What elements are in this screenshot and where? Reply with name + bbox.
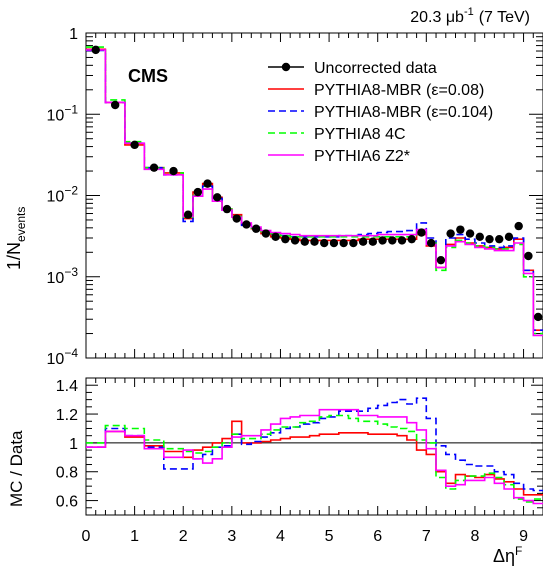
x-axis-label-sup: F [515, 544, 522, 558]
top-y-axis-label: 1/Nevents [4, 207, 28, 270]
legend-label: PYTHIA8-MBR (ε=0.08) [314, 82, 484, 99]
energy-label: (7 TeV) [479, 9, 530, 26]
data-point [149, 163, 159, 172]
x-tick-label: 4 [276, 528, 285, 545]
top-y-tick-label: 10−2 [47, 184, 79, 206]
data-point [242, 220, 251, 229]
data-point [524, 251, 533, 261]
data-point [378, 236, 387, 245]
data-point [261, 229, 271, 238]
data-point [130, 140, 139, 150]
data-point [465, 229, 475, 238]
x-axis-label: ΔηF [493, 544, 522, 566]
data-point [213, 193, 222, 202]
x-axis-label-main: Δη [493, 546, 515, 566]
data-point [91, 45, 100, 55]
data-point [232, 214, 241, 223]
x-tick-label: 6 [373, 528, 382, 545]
data-point [485, 234, 494, 244]
data-point [290, 236, 300, 245]
data-point [417, 228, 426, 237]
data-point [110, 100, 120, 110]
data-point [446, 229, 455, 238]
bottom-series-pythia6-z2 [86, 408, 543, 505]
bottom-series-pythia8-4c [86, 414, 543, 503]
data-point [320, 238, 329, 248]
data-point [514, 221, 523, 231]
top-series-pythia6-z2 [86, 49, 543, 337]
x-tick-label: 7 [422, 528, 431, 545]
legend-label: PYTHIA8-MBR (ε=0.104) [314, 104, 493, 121]
data-point [475, 232, 484, 242]
luminosity-exponent: -1 [464, 6, 474, 18]
x-tick-label: 3 [227, 528, 236, 545]
bottom-y-tick-label: 0.8 [56, 465, 78, 482]
legend-marker [281, 62, 291, 72]
data-point [183, 210, 193, 219]
x-tick-label: 9 [519, 528, 528, 545]
luminosity-value: 20.3 μb [410, 9, 464, 26]
data-point [533, 312, 543, 322]
bottom-y-tick-label: 1.2 [56, 407, 78, 424]
top-y-axis-label-main: 1/N [4, 242, 24, 270]
bottom-panel: 0 1 2 3 4 5 6 7 8 9 0.6 0.8 1 1.2 1.4 MC / Data ΔηF [7, 377, 543, 566]
data-point [281, 234, 290, 244]
x-tick-label: 2 [179, 528, 188, 545]
data-point [495, 234, 504, 244]
data-point [169, 166, 178, 176]
top-y-axis-label-sub: events [14, 207, 28, 242]
data-point [339, 238, 348, 248]
data-point [358, 237, 368, 246]
legend: Uncorrected data PYTHIA8-MBR (ε=0.08) PYTH… [268, 60, 493, 165]
data-point [300, 237, 309, 246]
top-panel: 1 10−1 10−2 10−3 10−4 CMS Uncorrected data PY… [4, 26, 543, 368]
data-point [203, 179, 212, 188]
data-point [222, 204, 232, 214]
bottom-series-pythia8-mbr-0-104 [86, 397, 543, 492]
legend-label: PYTHIA8 4C [314, 126, 406, 143]
bottom-y-axis-label: MC / Data [7, 430, 26, 507]
legend-label: PYTHIA6 Z2* [314, 148, 410, 165]
bottom-y-tick-label: 0.6 [56, 494, 78, 511]
bottom-y-tick-label: 1.4 [56, 378, 78, 395]
luminosity-label: 20.3 μb-1 (7 TeV) [410, 6, 530, 26]
data-point [504, 232, 514, 242]
top-axes: 1 10−1 10−2 10−3 10−4 [47, 26, 543, 368]
x-tick-label: 8 [470, 528, 479, 545]
top-y-tick-label: 10−1 [47, 102, 79, 124]
data-point [456, 225, 465, 234]
x-tick-label: 1 [130, 528, 139, 545]
data-point [407, 234, 416, 244]
data-point [436, 255, 446, 265]
bottom-y-tick-label: 1 [69, 436, 78, 453]
x-tick-label: 5 [325, 528, 334, 545]
data-point [329, 238, 339, 248]
data-point [310, 237, 319, 246]
top-series-group [86, 45, 543, 337]
legend-label: Uncorrected data [314, 60, 437, 77]
experiment-label: CMS [128, 66, 168, 86]
data-point [388, 236, 397, 245]
data-point [193, 187, 203, 197]
x-tick-label: 0 [82, 528, 91, 545]
top-y-tick-label: 10−3 [47, 265, 79, 287]
data-point [426, 238, 436, 248]
data-point [368, 237, 378, 246]
bottom-axes: 0 1 2 3 4 5 6 7 8 9 0.6 0.8 1 1.2 1.4 [56, 377, 543, 545]
bottom-series-group [86, 397, 543, 505]
top-y-tick-label: 10−4 [47, 346, 79, 368]
data-point [349, 238, 358, 248]
top-y-tick-label: 1 [69, 26, 78, 43]
data-point [271, 232, 280, 242]
data-point [251, 224, 261, 233]
bottom-series-pythia8-mbr-0-08 [86, 420, 543, 496]
data-point [397, 236, 407, 245]
